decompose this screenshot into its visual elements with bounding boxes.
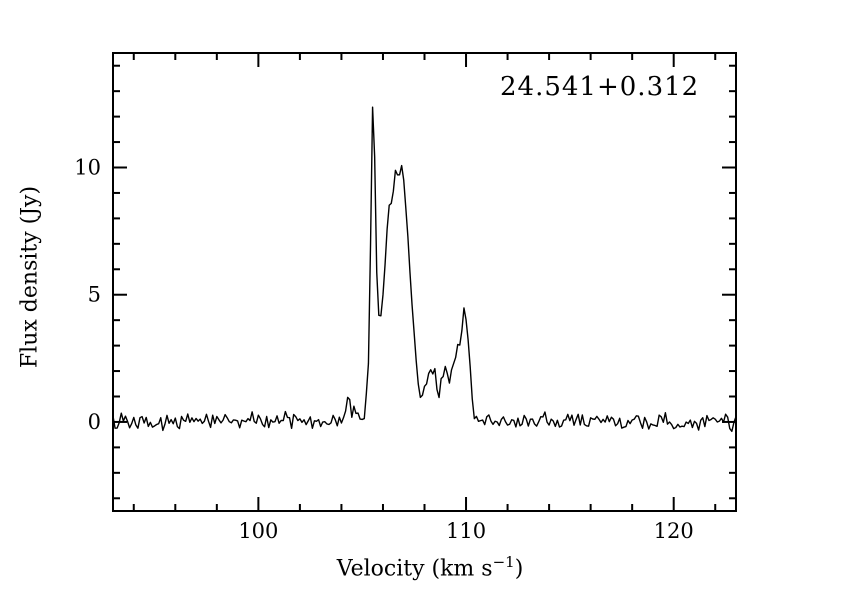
x-axis-label-close-paren: ): [514, 556, 524, 582]
y-tick-label: 0: [88, 410, 101, 434]
y-tick-label: 5: [88, 283, 101, 307]
x-tick-label: 110: [446, 519, 486, 543]
x-tick-label: 120: [654, 519, 694, 543]
x-tick-label: 100: [238, 519, 278, 543]
y-tick-label: 10: [74, 156, 101, 180]
spectrum-line: [112, 106, 737, 433]
y-axis-label: Flux density (Jy): [17, 185, 43, 369]
x-axis-label-text: Velocity (km s: [336, 556, 493, 582]
source-name-label: 24.541+0.312: [500, 72, 700, 102]
x-axis-label-exponent: −1: [492, 553, 515, 571]
x-axis-label: Velocity (km s−1): [337, 553, 524, 581]
plot-frame: [112, 52, 737, 512]
